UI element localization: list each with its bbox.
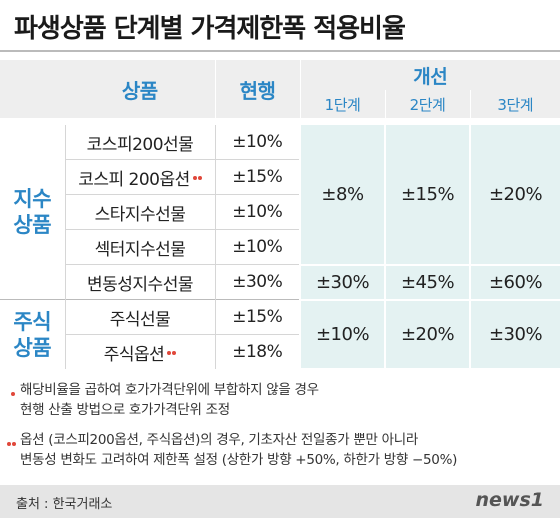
price-limit-table: 상품 현행 개선 1단계 2단계 3단계 지수 상품 코스피200선물 ±10%… [0, 60, 560, 370]
product: 섹터지수선물 [64, 229, 215, 265]
spacer-cell [0, 118, 560, 125]
row: 변동성지수선물 ±30% ±30% ±45% ±60% [0, 264, 560, 301]
improvement: ±8% [299, 125, 385, 266]
title-rule [0, 50, 560, 52]
header-current: 현행 [214, 60, 300, 118]
product: 코스피200선물 [64, 125, 215, 160]
product-cell: 주식옵션 [64, 334, 215, 369]
product: 변동성지수선물 [64, 264, 215, 300]
current: ±18% [214, 334, 300, 369]
current: ±10% [214, 194, 300, 230]
note-line: 옵션 (코스피200옵션, 주식옵션)의 경우, 기초자산 전일종가 뿐만 아니… [20, 432, 418, 448]
row: 지수 상품 코스피200선물 ±10% ±8% ±15% ±20% [0, 125, 560, 266]
current: ±10% [214, 229, 300, 265]
header-blank [0, 60, 65, 90]
row: 코스피 200옵션 ±15% [0, 159, 560, 195]
header-row: 상품 현행 개선 [0, 60, 560, 118]
note-line: 변동성 변화도 고려하여 제한폭 설정 (상한가 방향 +50%, 하한가 방향… [20, 452, 458, 468]
improvement: ±45% [384, 264, 470, 301]
header-row: 1단계 2단계 3단계 [0, 90, 560, 118]
note: 옵션 (코스피200옵션, 주식옵션)의 경우, 기초자산 전일종가 뿐만 아니… [7, 430, 458, 470]
improvement: ±30% [299, 264, 385, 301]
header-stage: 1단계 [299, 90, 385, 118]
improvement: ±10% [299, 299, 385, 370]
note-marker [166, 340, 177, 360]
note-marker [192, 165, 202, 185]
footer: 출처 : 한국거래소 news1 [0, 485, 560, 518]
header-product: 상품 [65, 60, 215, 118]
source: 출처 : 한국거래소 [16, 497, 113, 512]
group-label: 주식 상품 [0, 299, 65, 369]
improvement: ±15% [384, 125, 470, 266]
note-marker [10, 382, 15, 402]
product: 코스피 200옵션 [78, 169, 190, 190]
logo: news1 [475, 489, 545, 511]
spacer [0, 118, 560, 125]
product: 주식옵션 [103, 344, 165, 365]
header-improvement: 개선 [299, 60, 560, 90]
improvement: ±20% [468, 125, 560, 266]
group-label: 지수 상품 [13, 187, 52, 237]
header-stage: 3단계 [469, 90, 560, 118]
row: 섹터지수선물 ±10% [0, 229, 560, 265]
current: ±15% [214, 159, 300, 195]
improvement: ±30% [468, 299, 560, 370]
row: 스타지수선물 ±10% [0, 194, 560, 230]
improvement: ±60% [468, 264, 560, 301]
product: 스타지수선물 [64, 194, 215, 230]
row: 주식 상품 주식선물 ±15% ±10% ±20% ±30% [0, 299, 560, 370]
note-marker [6, 432, 16, 452]
current: ±10% [214, 125, 300, 160]
current: ±30% [214, 264, 300, 300]
improvement: ±20% [384, 299, 470, 370]
header-stage: 2단계 [384, 90, 470, 118]
note-line: 해당비율을 곱하여 호가가격단위에 부합하지 않을 경우 [20, 382, 319, 398]
product: 주식선물 [64, 299, 215, 335]
row: 주식옵션 ±18% [0, 334, 560, 369]
note-line: 현행 산출 방법으로 호가가격단위 조정 [20, 402, 230, 418]
product-cell: 코스피 200옵션 [64, 159, 215, 195]
current: ±15% [214, 299, 300, 335]
title: 파생상품 단계별 가격제한폭 적용비율 [14, 14, 406, 44]
header-blank [0, 90, 65, 118]
note: 해당비율을 곱하여 호가가격단위에 부합하지 않을 경우 현행 산출 방법으로 … [11, 380, 319, 420]
